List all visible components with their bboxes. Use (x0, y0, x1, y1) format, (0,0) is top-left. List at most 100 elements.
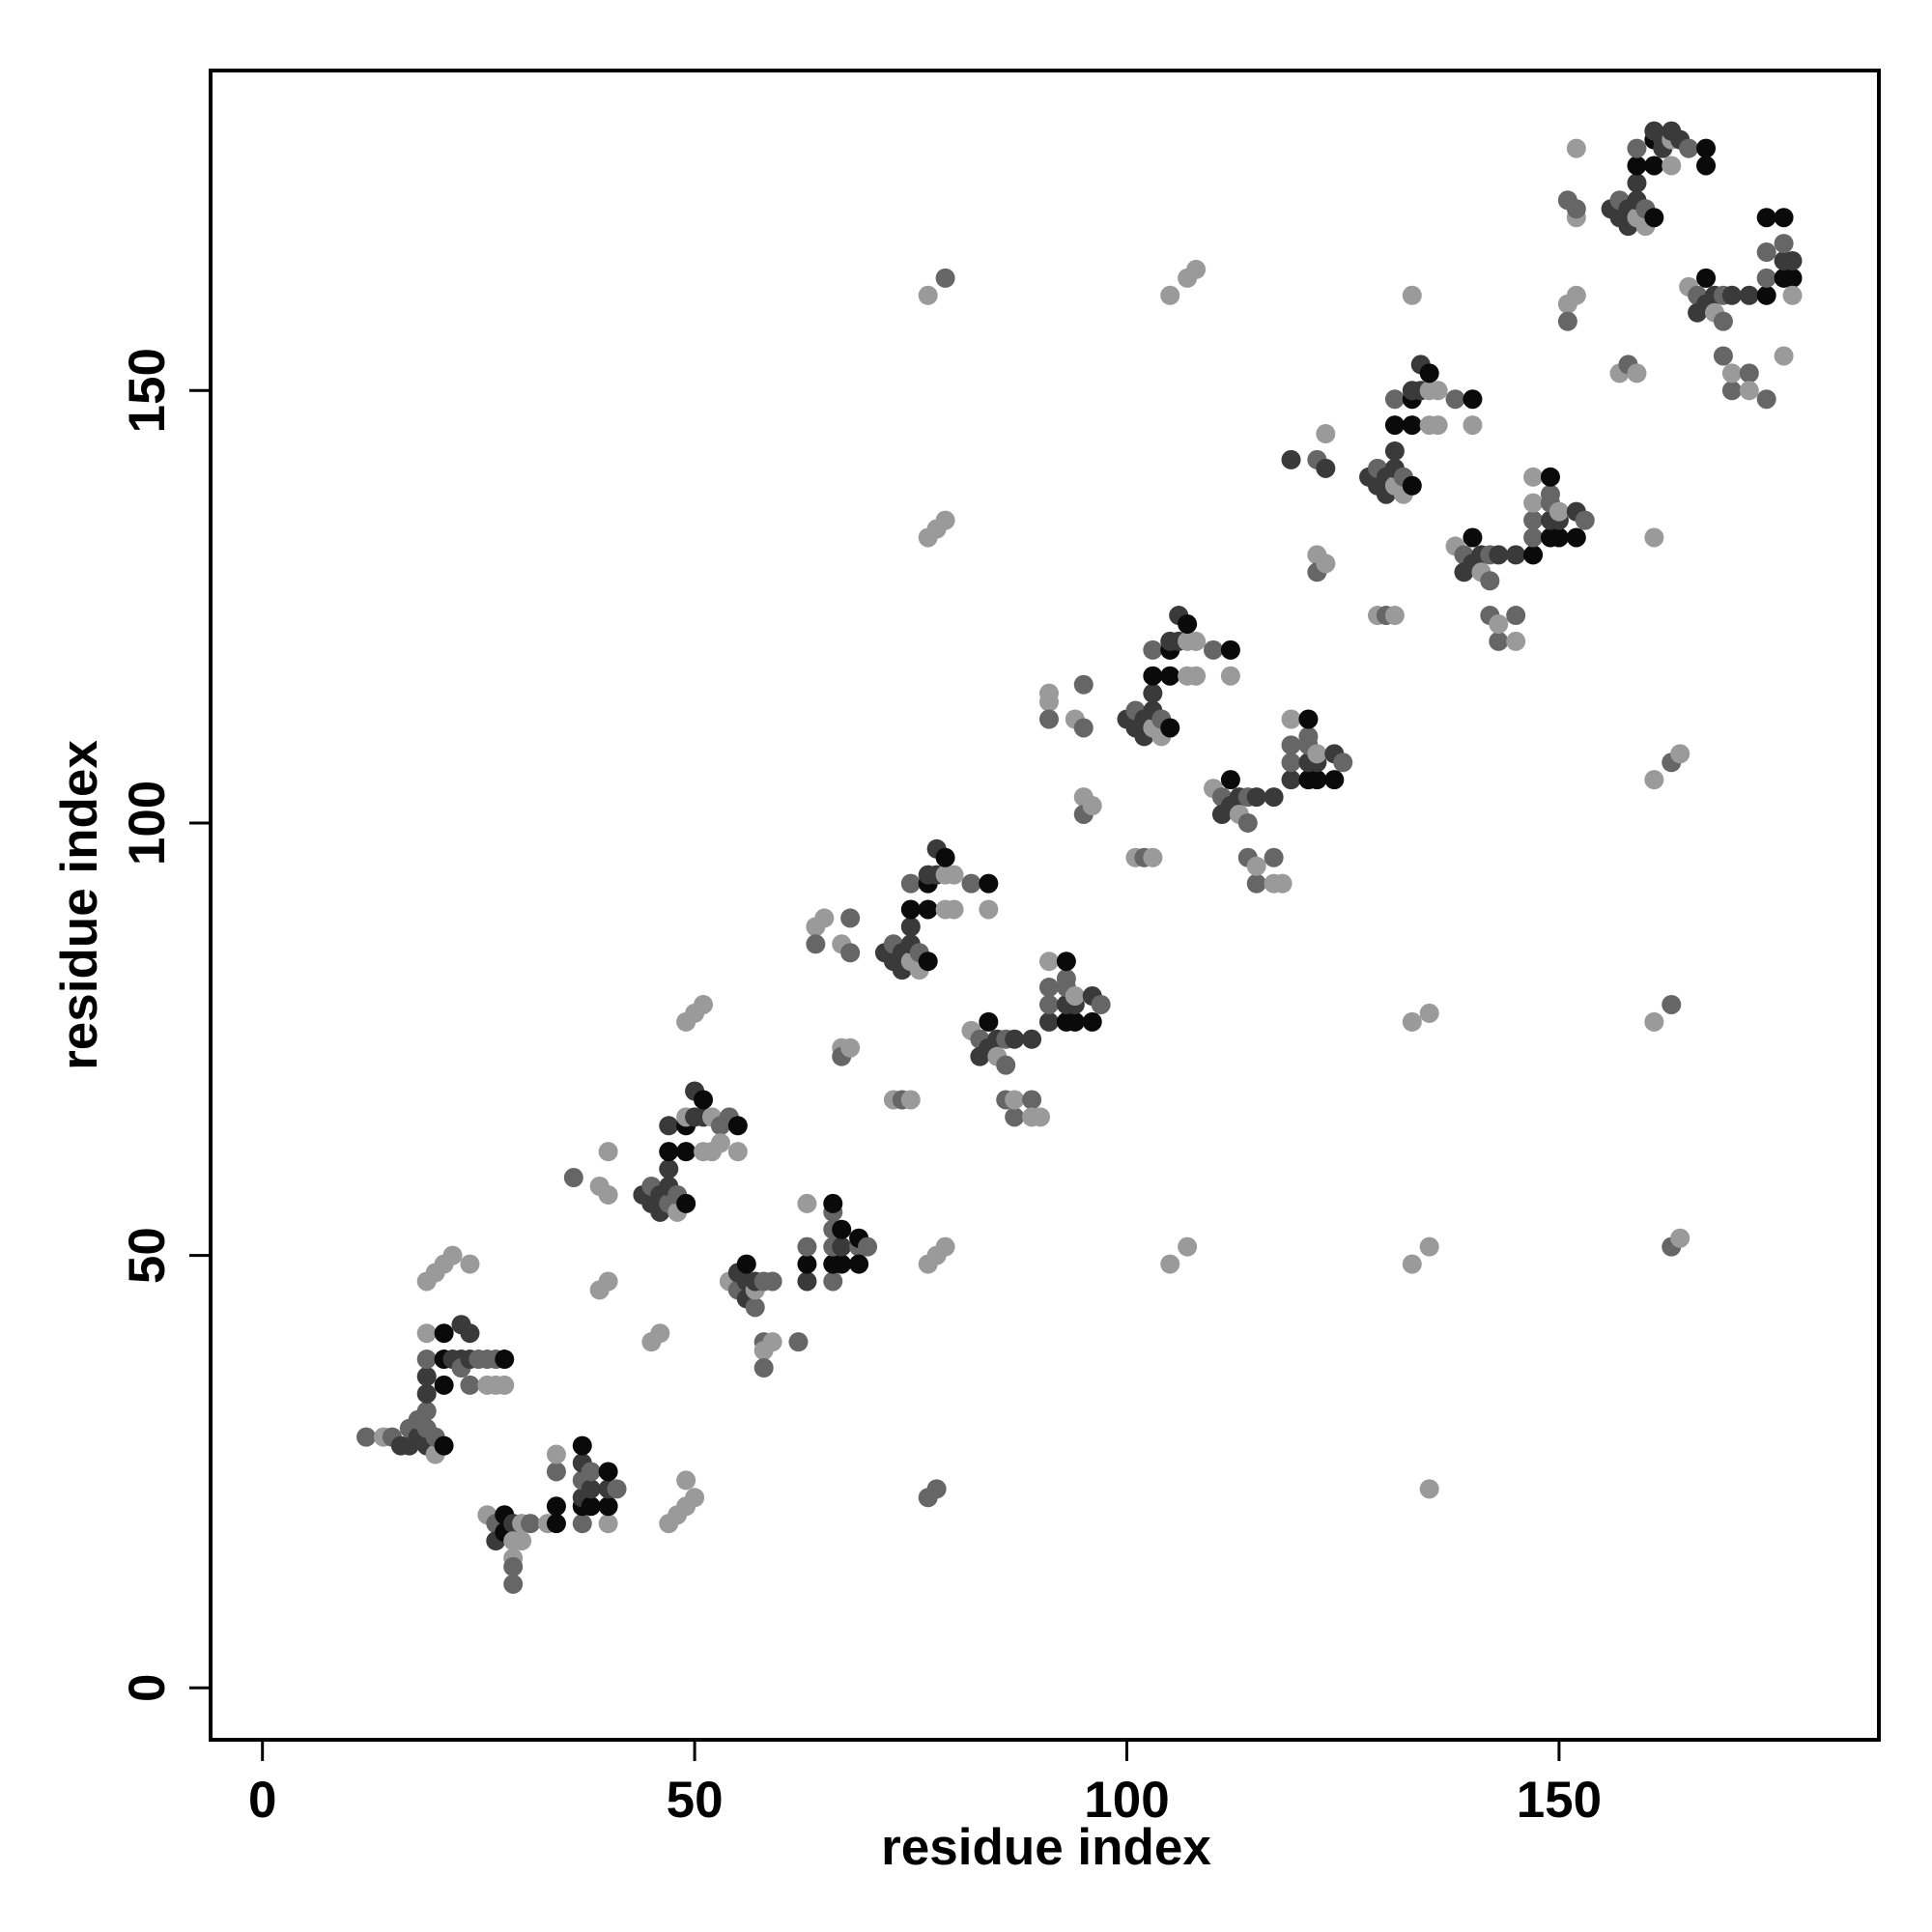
data-point (676, 1142, 696, 1162)
data-point (1774, 208, 1794, 228)
data-point (1316, 458, 1336, 478)
data-point (1756, 268, 1776, 288)
data-point (1644, 527, 1664, 548)
data-point (1627, 173, 1647, 193)
data-point (495, 1375, 515, 1395)
data-point (1402, 475, 1422, 496)
data-point (416, 1383, 437, 1404)
data-point (935, 1236, 955, 1257)
data-point (1523, 527, 1544, 548)
data-point (832, 1219, 852, 1239)
data-point (806, 934, 826, 954)
data-point (840, 1037, 861, 1058)
data-point (1480, 571, 1500, 591)
data-point (598, 1142, 618, 1162)
data-point (1557, 311, 1577, 331)
data-point (1419, 1236, 1439, 1257)
data-point (1506, 606, 1526, 626)
data-point (1627, 156, 1647, 176)
data-point (1445, 389, 1465, 410)
data-point (1038, 952, 1059, 972)
y-axis: 0 50 100 150 (119, 348, 211, 1702)
data-point (1540, 484, 1560, 504)
data-point (1627, 363, 1647, 384)
data-point (1774, 234, 1794, 254)
data-point (1316, 424, 1336, 444)
data-point (1489, 545, 1509, 565)
data-point (546, 1444, 566, 1464)
x-tick-label: 0 (248, 1772, 276, 1829)
data-point (1463, 415, 1483, 436)
data-point (1540, 467, 1560, 487)
data-point (434, 1435, 454, 1456)
data-point (1670, 744, 1690, 764)
data-point (710, 1133, 730, 1153)
data-point (1644, 208, 1664, 228)
data-point (1523, 545, 1544, 565)
data-point (1298, 709, 1319, 729)
data-point (979, 873, 999, 894)
data-point (1713, 311, 1733, 331)
data-point (900, 917, 921, 937)
data-point (1246, 856, 1266, 876)
data-point (1264, 847, 1284, 867)
data-point (1402, 1011, 1422, 1032)
data-point (676, 1470, 696, 1491)
data-point (1782, 250, 1803, 270)
data-point (935, 510, 955, 530)
data-point (1160, 285, 1180, 305)
data-point (1506, 631, 1526, 651)
plot-frame (209, 69, 1881, 1742)
data-point (1022, 1029, 1042, 1049)
data-point (563, 1168, 583, 1188)
data-point (996, 1055, 1016, 1075)
data-point (1038, 978, 1059, 998)
data-point (944, 899, 964, 920)
data-point (1091, 994, 1111, 1014)
data-point (1756, 389, 1776, 410)
data-point (849, 1254, 869, 1274)
data-point (1272, 873, 1293, 894)
data-point (1298, 726, 1319, 747)
data-point (1143, 639, 1163, 660)
data-point (356, 1427, 377, 1447)
data-point (1324, 770, 1345, 790)
data-point (1082, 1011, 1102, 1032)
data-point (460, 1254, 480, 1274)
data-point (1644, 1011, 1664, 1032)
data-point (1566, 199, 1586, 219)
data-point (1203, 639, 1223, 660)
data-point (900, 873, 921, 894)
data-point (1264, 787, 1284, 808)
data-point (572, 1435, 592, 1456)
y-tick-label: 100 (119, 781, 176, 866)
data-point (727, 1142, 748, 1162)
data-point (460, 1375, 480, 1395)
data-point (1463, 389, 1483, 410)
data-point (416, 1366, 437, 1386)
data-point (1073, 674, 1094, 695)
data-point (1428, 415, 1448, 436)
data-point (460, 1323, 480, 1344)
data-point (572, 1514, 592, 1534)
data-point (1721, 285, 1742, 305)
data-point (607, 1479, 627, 1499)
data-point (1316, 554, 1336, 574)
data-point (1774, 346, 1794, 366)
data-point (1782, 268, 1803, 288)
data-point (1739, 285, 1759, 305)
x-axis: 0 50 100 150 (248, 1740, 1602, 1829)
x-axis-title: residue index (881, 1819, 1211, 1876)
data-point (1281, 770, 1301, 790)
data-point (840, 943, 861, 963)
data-point (1523, 510, 1544, 530)
data-point (1160, 718, 1180, 738)
data-point (598, 1462, 618, 1482)
data-point (1384, 415, 1405, 436)
data-point (581, 1479, 601, 1499)
data-point (1082, 796, 1102, 816)
data-point (581, 1496, 601, 1517)
data-point (1307, 744, 1327, 764)
data-point (918, 285, 938, 305)
data-point (900, 1090, 921, 1110)
